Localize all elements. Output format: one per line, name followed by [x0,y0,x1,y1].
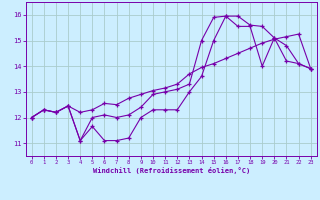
X-axis label: Windchill (Refroidissement éolien,°C): Windchill (Refroidissement éolien,°C) [92,167,250,174]
